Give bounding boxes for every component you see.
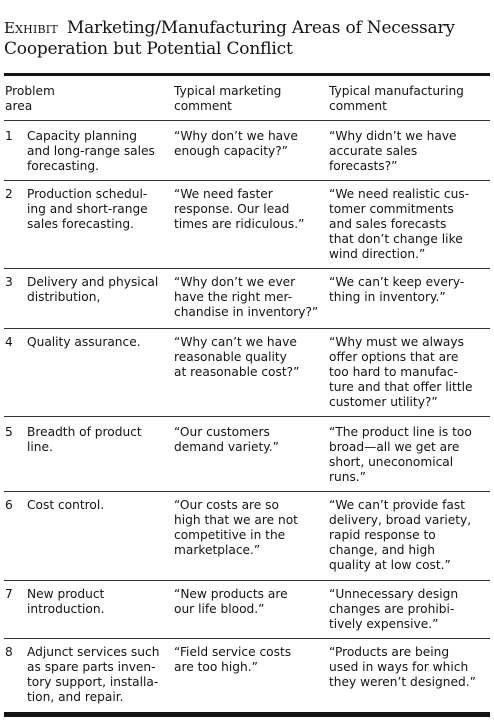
header-manufacturing-comment: Typical manufacturing comment: [329, 84, 464, 113]
row-divider: [4, 491, 490, 492]
manufacturing-comment-cell: “Why must we always offer options that a…: [329, 335, 473, 409]
row-number: 8: [5, 645, 13, 659]
problem-area-cell: New product introduction.: [27, 587, 105, 616]
row-number: 6: [5, 498, 13, 512]
row-divider: [4, 638, 490, 639]
exhibit-title: Exhibit Marketing/Manufacturing Areas of …: [4, 18, 490, 60]
manufacturing-comment-cell: “Why didn’t we have accurate sales forec…: [329, 129, 457, 173]
row-divider: [4, 580, 490, 581]
row-divider: [4, 416, 490, 417]
marketing-comment-cell: “Field service costs are too high.”: [174, 645, 292, 674]
marketing-comment-cell: “Why can’t we have reasonable quality at…: [174, 335, 300, 379]
row-divider: [4, 120, 490, 121]
table-bottom-rule: [4, 712, 490, 717]
row-number: 5: [5, 425, 13, 439]
row-number: 1: [5, 129, 13, 143]
manufacturing-comment-cell: “Unnecessary design changes are prohibi-…: [329, 587, 459, 631]
marketing-comment-cell: “Our costs are so high that we are not c…: [174, 498, 298, 557]
row-divider: [4, 328, 490, 329]
row-number: 3: [5, 275, 13, 289]
exhibit-label: Exhibit: [4, 19, 58, 37]
marketing-comment-cell: “Why don’t we have enough capacity?”: [174, 129, 298, 158]
manufacturing-comment-cell: “We need realistic cus- tomer commitment…: [329, 187, 470, 261]
marketing-comment-cell: “Our customers demand variety.”: [174, 425, 279, 454]
row-divider: [4, 180, 490, 181]
exhibit-title-text: Marketing/Manufacturing Areas of Necessa…: [66, 18, 455, 38]
problem-area-cell: Quality assurance.: [27, 335, 141, 349]
header-marketing-comment: Typical marketing comment: [174, 84, 282, 113]
marketing-comment-cell: “New products are our life blood.”: [174, 587, 288, 616]
problem-area-cell: Breadth of product line.: [27, 425, 142, 454]
row-number: 7: [5, 587, 13, 601]
exhibit-title-line-1: Exhibit Marketing/Manufacturing Areas of …: [4, 18, 490, 39]
manufacturing-comment-cell: “The product line is too broad—all we ge…: [329, 425, 472, 484]
problem-area-cell: Adjunct services such as spare parts inv…: [27, 645, 160, 704]
row-divider: [4, 268, 490, 269]
manufacturing-comment-cell: “We can’t provide fast delivery, broad v…: [329, 498, 472, 572]
marketing-comment-cell: “Why don’t we ever have the right mer- c…: [174, 275, 319, 319]
header-problem-area: Problem area: [5, 84, 55, 113]
exhibit-title-line-2: Cooperation but Potential Conflict: [4, 39, 293, 59]
row-number: 4: [5, 335, 13, 349]
problem-area-cell: Capacity planning and long-range sales f…: [27, 129, 155, 173]
table-top-rule: [4, 73, 490, 76]
marketing-comment-cell: “We need faster response. Our lead times…: [174, 187, 305, 231]
problem-area-cell: Delivery and physical distribution,: [27, 275, 159, 304]
manufacturing-comment-cell: “Products are being used in ways for whi…: [329, 645, 476, 689]
problem-area-cell: Cost control.: [27, 498, 105, 512]
problem-area-cell: Production schedul- ing and short-range …: [27, 187, 148, 231]
row-number: 2: [5, 187, 13, 201]
manufacturing-comment-cell: “We can’t keep every- thing in inventory…: [329, 275, 465, 304]
